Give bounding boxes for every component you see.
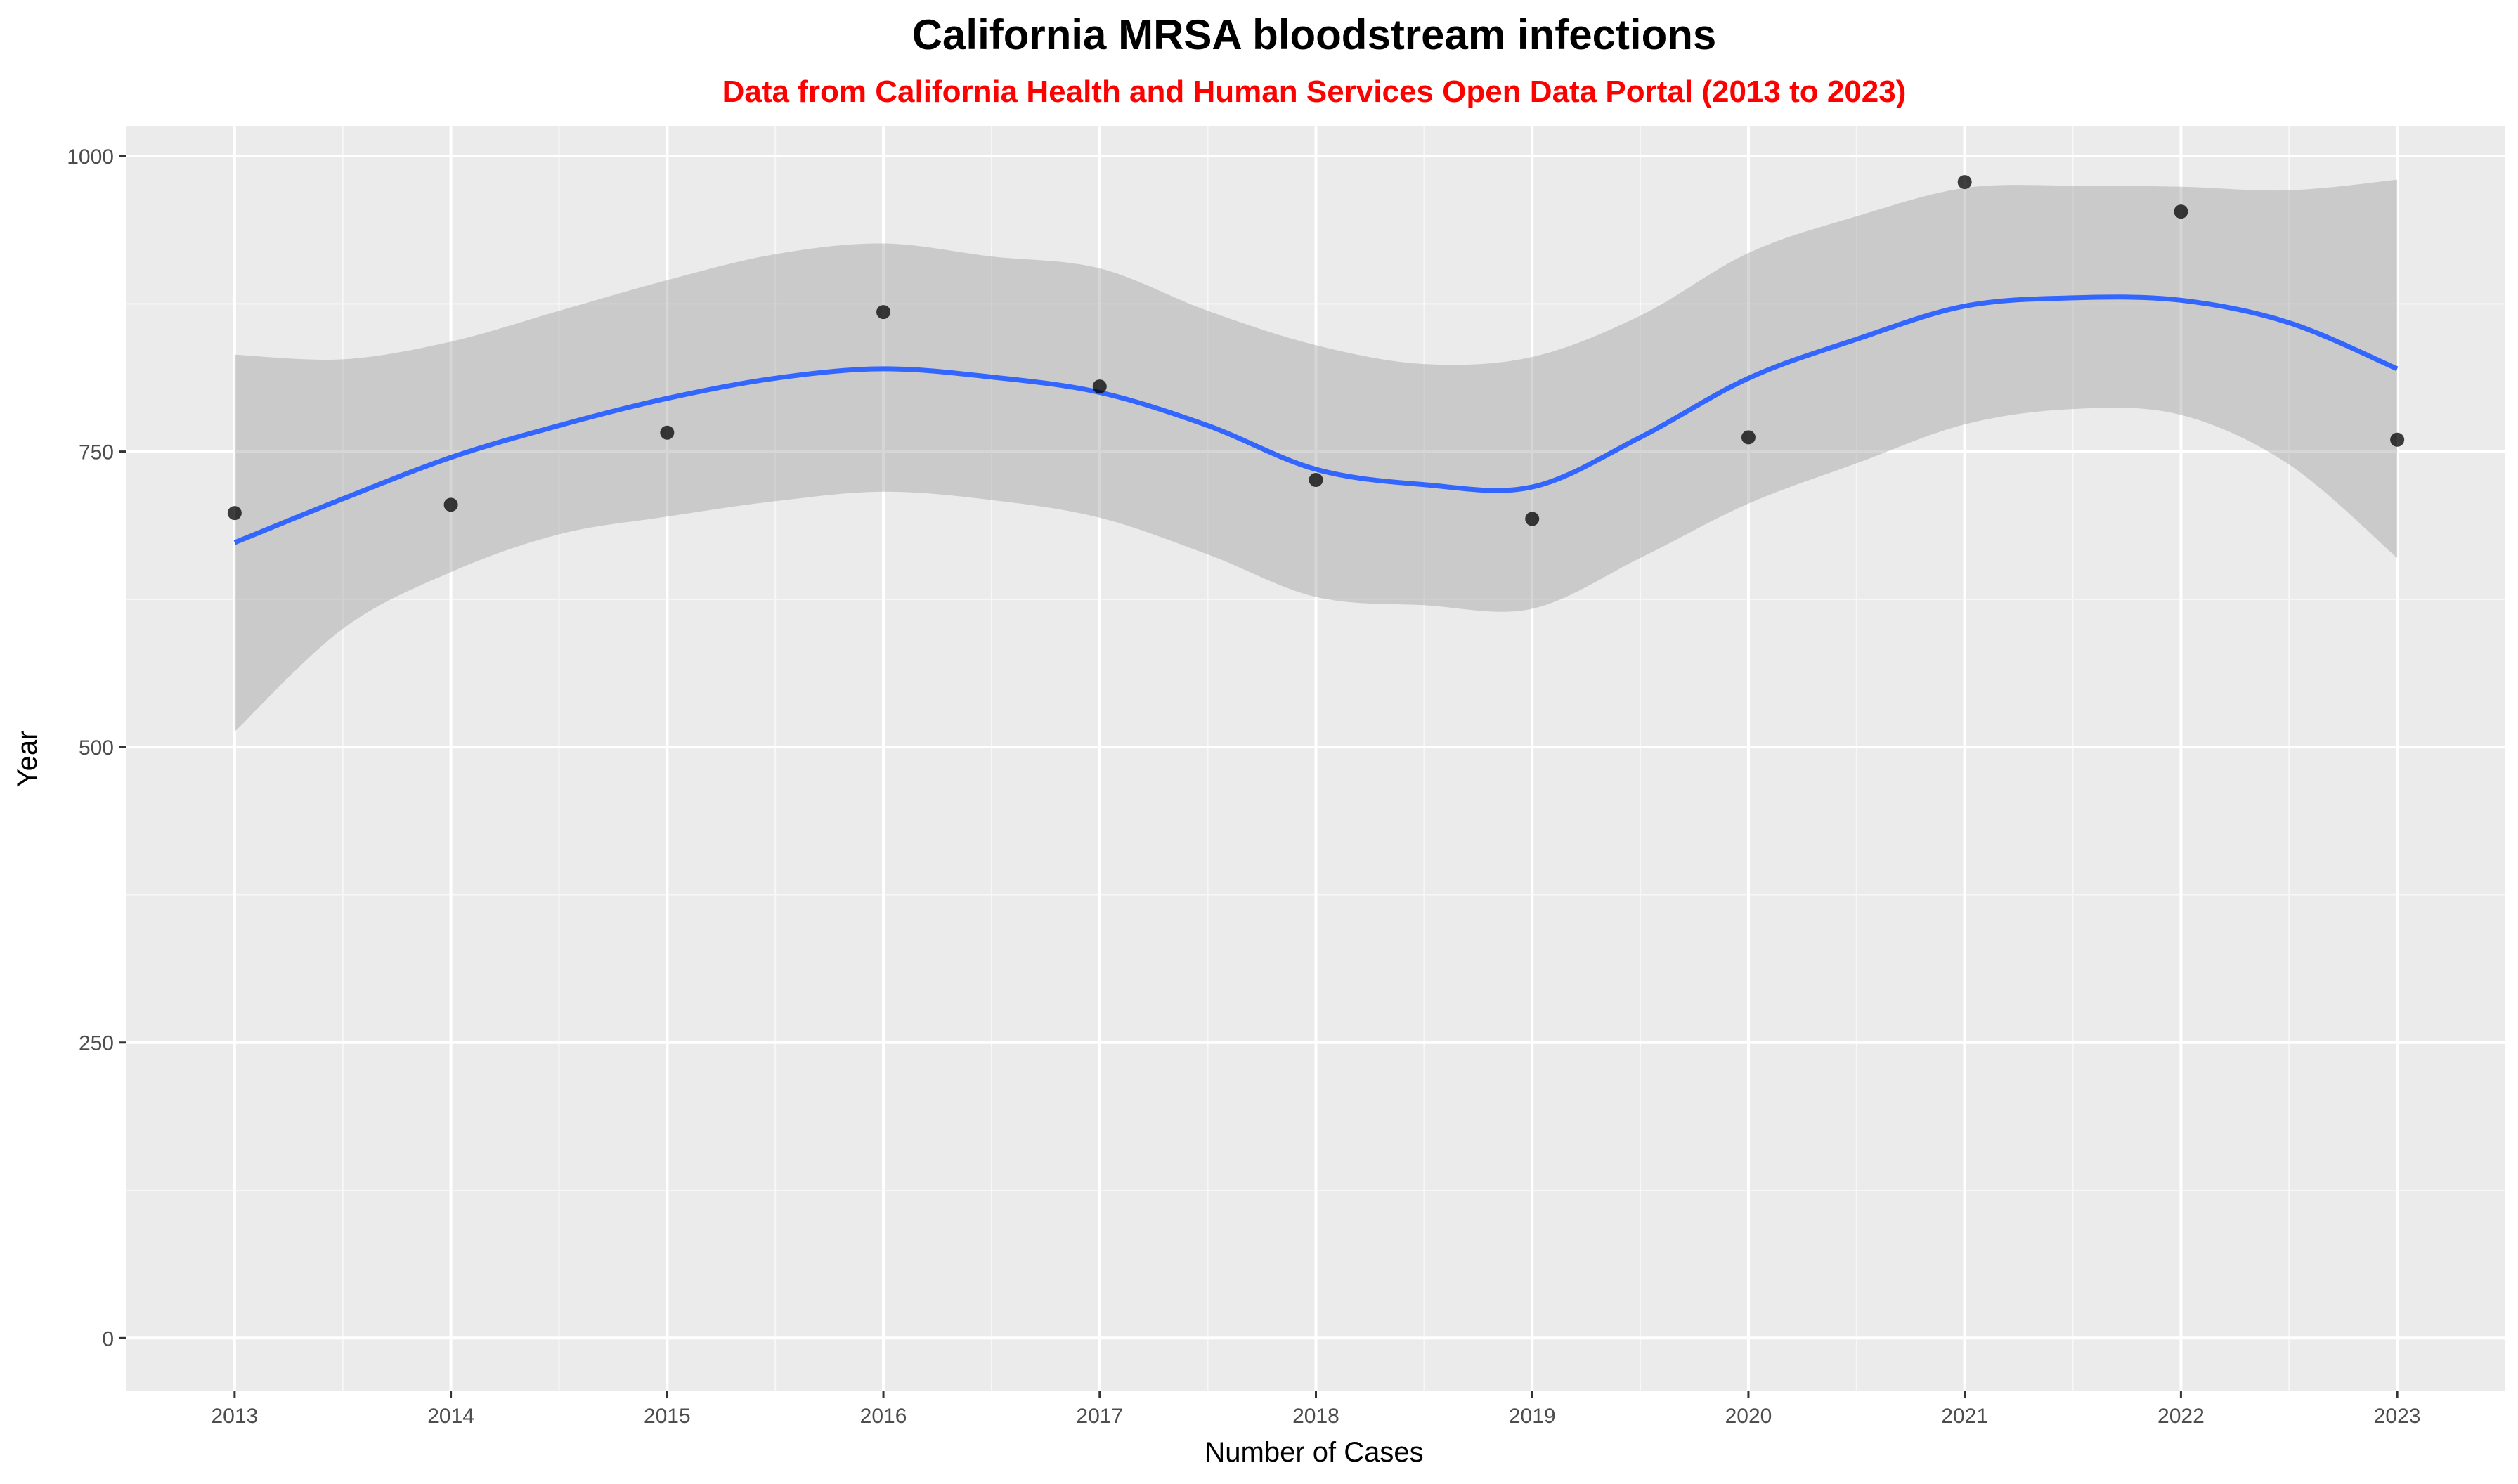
smooth-trend-line (233, 294, 2399, 545)
x-axis: 2013 2014 2015 2016 2017 2018 2019 2020 2021 2022… (211, 1391, 2421, 1428)
major-gridlines (126, 126, 2505, 1391)
data-point (227, 506, 242, 521)
x-tick-label: 2022 (2157, 1405, 2205, 1428)
data-point (1957, 175, 1972, 190)
data-point (1092, 379, 1107, 394)
x-tick-label: 2020 (1725, 1405, 1772, 1428)
x-axis-title: Number of Cases (1205, 1437, 1423, 1468)
x-tick-label: 2013 (211, 1405, 258, 1428)
data-point (1741, 430, 1756, 445)
y-tick-label: 250 (79, 1032, 114, 1055)
chart-subtitle: Data from California Health and Human Se… (722, 74, 1907, 109)
data-point (1525, 512, 1540, 526)
x-tick-label: 2023 (2374, 1405, 2421, 1428)
y-axis-title: Year (12, 731, 43, 788)
x-tick-label: 2021 (1941, 1405, 1988, 1428)
y-tick-label: 0 (102, 1327, 114, 1350)
x-tick-label: 2014 (427, 1405, 474, 1428)
x-tick-label: 2016 (860, 1405, 907, 1428)
confidence-band (234, 179, 2398, 732)
x-tick-label: 2017 (1076, 1405, 1123, 1428)
data-point (1309, 472, 1323, 487)
data-point (2174, 204, 2188, 219)
data-point (443, 497, 458, 512)
y-tick-label: 1000 (67, 145, 114, 169)
data-points (227, 175, 2405, 526)
x-tick-label: 2019 (1509, 1405, 1556, 1428)
y-tick-label: 500 (79, 736, 114, 760)
x-tick-label: 2015 (644, 1405, 691, 1428)
chart-title: California MRSA bloodstream infections (912, 11, 1717, 58)
data-point (2390, 432, 2405, 447)
data-point (660, 425, 675, 440)
x-tick-label: 2018 (1292, 1405, 1339, 1428)
y-tick-label: 750 (79, 441, 114, 464)
data-point (876, 305, 891, 320)
y-axis: 0 250 500 750 1000 (67, 145, 126, 1350)
